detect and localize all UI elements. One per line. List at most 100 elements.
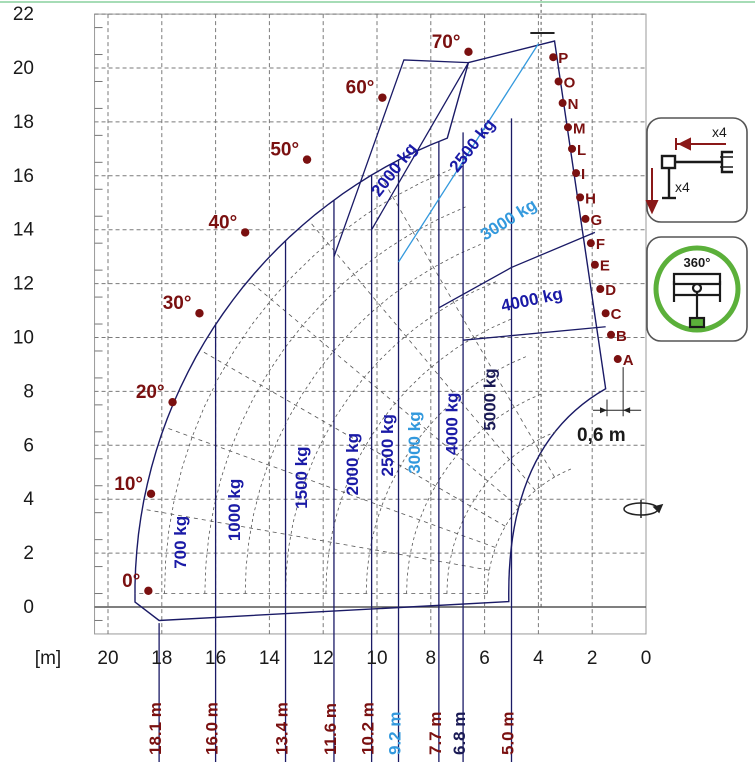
x-tick-label: 8	[426, 648, 437, 669]
x-tick-label: 18	[151, 648, 172, 669]
capacity-label: 1500 kg	[292, 446, 311, 508]
extension-arc	[325, 318, 512, 594]
capacity-boundary-2500	[371, 62, 470, 231]
capacity-label: 1000 kg	[225, 479, 244, 541]
distance-label: 7.7 m	[426, 712, 445, 755]
x-tick-label: 0	[641, 648, 652, 669]
distance-label: 10.2 m	[359, 702, 378, 755]
extension-label: I	[581, 166, 585, 183]
boom-envelope	[134, 0, 607, 762]
extension-arc	[406, 393, 542, 594]
angle-ray	[164, 426, 496, 548]
x-tick-label: 12	[313, 648, 334, 669]
angle-ray	[308, 220, 536, 491]
extension-arc	[446, 431, 557, 594]
angle-label: 40°	[208, 212, 237, 233]
x-tick-label: 4	[533, 648, 544, 669]
envelope-outline	[134, 40, 607, 622]
capacity-boundary-3000	[397, 43, 539, 263]
y-tick-label: 2	[23, 543, 34, 564]
extension-label: P	[558, 50, 568, 67]
extension-label: E	[600, 258, 610, 275]
extension-arc	[204, 206, 466, 594]
capacity-boundary-4000	[438, 231, 596, 309]
distance-labels: 18.1 m 16.0 m 13.4 m 11.6 m 10.2 m 9.2 m 7.7 m…	[146, 702, 517, 755]
angle-dot	[195, 309, 204, 318]
rotation-badge: 360°	[646, 236, 748, 342]
offset-arrow	[623, 407, 631, 414]
outrigger-badge: x4 x4	[645, 117, 748, 223]
capacity-label: 2500 kg	[378, 414, 397, 476]
extension-dot	[558, 99, 567, 108]
extension-dot	[586, 239, 595, 248]
extension-label: A	[623, 352, 634, 369]
angle-label: 10°	[114, 474, 143, 495]
extension-dot	[581, 214, 590, 223]
rotation-360-icon	[653, 245, 741, 333]
y-tick-label: 6	[23, 435, 34, 456]
capacity-boundary-2000	[333, 59, 469, 257]
distance-label: 13.4 m	[273, 702, 292, 755]
extension-dot	[601, 309, 610, 318]
x-tick-label: 2	[587, 648, 598, 669]
x-tick-label: 20	[97, 648, 118, 669]
y-tick-label: 8	[23, 381, 34, 402]
outrigger-count-top: x4	[712, 124, 727, 140]
extension-dot	[596, 284, 605, 293]
distance-label: 18.1 m	[146, 702, 165, 755]
angle-label: 60°	[346, 78, 375, 99]
extension-label: H	[585, 190, 596, 207]
angle-dot	[168, 397, 177, 407]
extension-dot	[554, 77, 563, 86]
y-tick-label: 0	[23, 597, 34, 618]
capacity-label: 4000 kg	[443, 393, 462, 455]
extension-label: O	[564, 74, 576, 91]
y-tick-label: 18	[13, 112, 34, 133]
rotate-arrow-icon	[623, 500, 664, 518]
angle-dot	[302, 155, 312, 164]
extension-dot	[576, 193, 585, 202]
extension-label: C	[611, 306, 622, 323]
x-tick-label: 6	[479, 648, 490, 669]
y-tick-label: 4	[23, 489, 34, 510]
extension-label: N	[568, 96, 579, 113]
angle-ray	[248, 280, 520, 508]
offset-arrow	[599, 407, 607, 414]
extension-dot	[572, 169, 581, 178]
angle-label: 20°	[136, 382, 165, 403]
x-axis-unit: [m]	[35, 648, 61, 669]
offset-label: 0,6 m	[577, 425, 626, 446]
angle-label: 70°	[432, 32, 461, 53]
distance-label: 9.2 m	[386, 712, 405, 755]
distance-label: 6.8 m	[450, 712, 469, 755]
angle-ray	[377, 171, 555, 478]
extension-label: F	[596, 236, 605, 253]
outrigger-count-side: x4	[675, 179, 690, 195]
x-tick-label: 16	[205, 648, 226, 669]
rotation-label: 360°	[684, 255, 711, 270]
extension-label: B	[616, 328, 627, 345]
extension-dot	[563, 123, 572, 132]
angle-dot	[146, 489, 156, 499]
outrigger-icon	[660, 150, 733, 200]
y-tick-label: 12	[13, 274, 34, 295]
extension-dot	[607, 330, 616, 339]
extension-dot	[549, 53, 558, 62]
x-tick-label: 14	[259, 648, 281, 669]
y-tick-label: 16	[13, 166, 34, 187]
angle-dot	[240, 228, 250, 237]
distance-label: 5.0 m	[499, 712, 518, 755]
extension-dot	[613, 355, 622, 364]
extension-dot	[568, 144, 577, 153]
angle-dot	[378, 93, 387, 102]
extension-arc	[285, 281, 496, 594]
angle-label: 0°	[122, 571, 140, 592]
capacity-label: 3000 kg	[405, 411, 424, 473]
capacity-label: 700 kg	[171, 516, 190, 569]
extension-label: M	[573, 120, 586, 137]
extension-arc	[486, 468, 572, 594]
